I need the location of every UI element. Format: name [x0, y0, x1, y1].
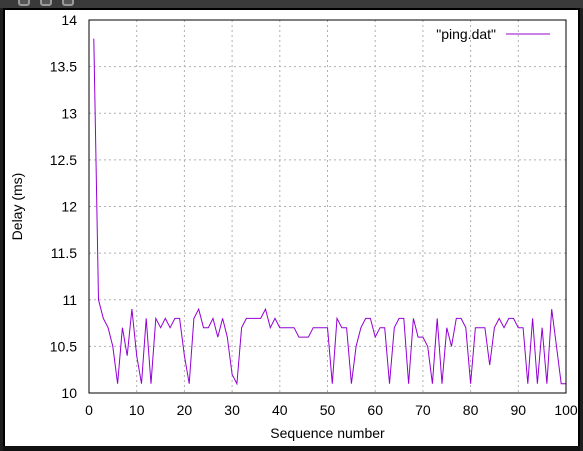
- window-toolbar: [0, 0, 583, 8]
- y-tick-label: 13.5: [50, 59, 77, 75]
- legend: "ping.dat": [436, 26, 550, 42]
- close-icon[interactable]: [18, 0, 30, 6]
- x-tick-label: 30: [224, 402, 240, 418]
- x-axis-title: Sequence number: [270, 425, 385, 441]
- x-tick-label: 80: [463, 402, 479, 418]
- x-tick-label: 70: [415, 402, 431, 418]
- x-tick-label: 90: [511, 402, 527, 418]
- y-tick-label: 10.5: [50, 338, 77, 354]
- x-tick-label: 100: [554, 402, 578, 418]
- legend-label: "ping.dat": [436, 26, 496, 42]
- y-axis-title: Delay (ms): [9, 173, 25, 241]
- y-axis-ticks: 10 10.5 11 11.5 12 12.5 13 13.5 14: [50, 12, 77, 401]
- y-tick-label: 12.5: [50, 152, 77, 168]
- x-axis-ticks: 0 10 20 30 40 50 60 70 80 90 100: [85, 402, 578, 418]
- y-tick-label: 14: [61, 12, 77, 28]
- y-tick-label: 11: [62, 292, 77, 308]
- series-layer: [93, 38, 566, 386]
- status-bar: [3, 446, 580, 451]
- x-tick-label: 20: [177, 402, 193, 418]
- y-tick-label: 13: [61, 105, 77, 121]
- y-tick-label: 12: [61, 199, 77, 215]
- grid: [88, 19, 567, 394]
- series-line-ping-dat: [93, 38, 566, 386]
- plot-window: 10 10.5 11 11.5 12 12.5 13 13.5 14 0 10 20 30 40 50 60…: [3, 8, 580, 448]
- x-tick-label: 60: [367, 402, 383, 418]
- y-tick-label: 11.5: [51, 245, 77, 261]
- maximize-icon[interactable]: [62, 0, 74, 6]
- x-tick-label: 10: [129, 402, 145, 418]
- y-tick-label: 10: [61, 385, 77, 401]
- line-chart: 10 10.5 11 11.5 12 12.5 13 13.5 14 0 10 20 30 40 50 60…: [9, 12, 578, 441]
- plot-border: [88, 19, 567, 394]
- x-tick-label: 0: [85, 402, 93, 418]
- x-tick-label: 40: [272, 402, 288, 418]
- minimize-icon[interactable]: [40, 0, 52, 6]
- x-tick-label: 50: [320, 402, 336, 418]
